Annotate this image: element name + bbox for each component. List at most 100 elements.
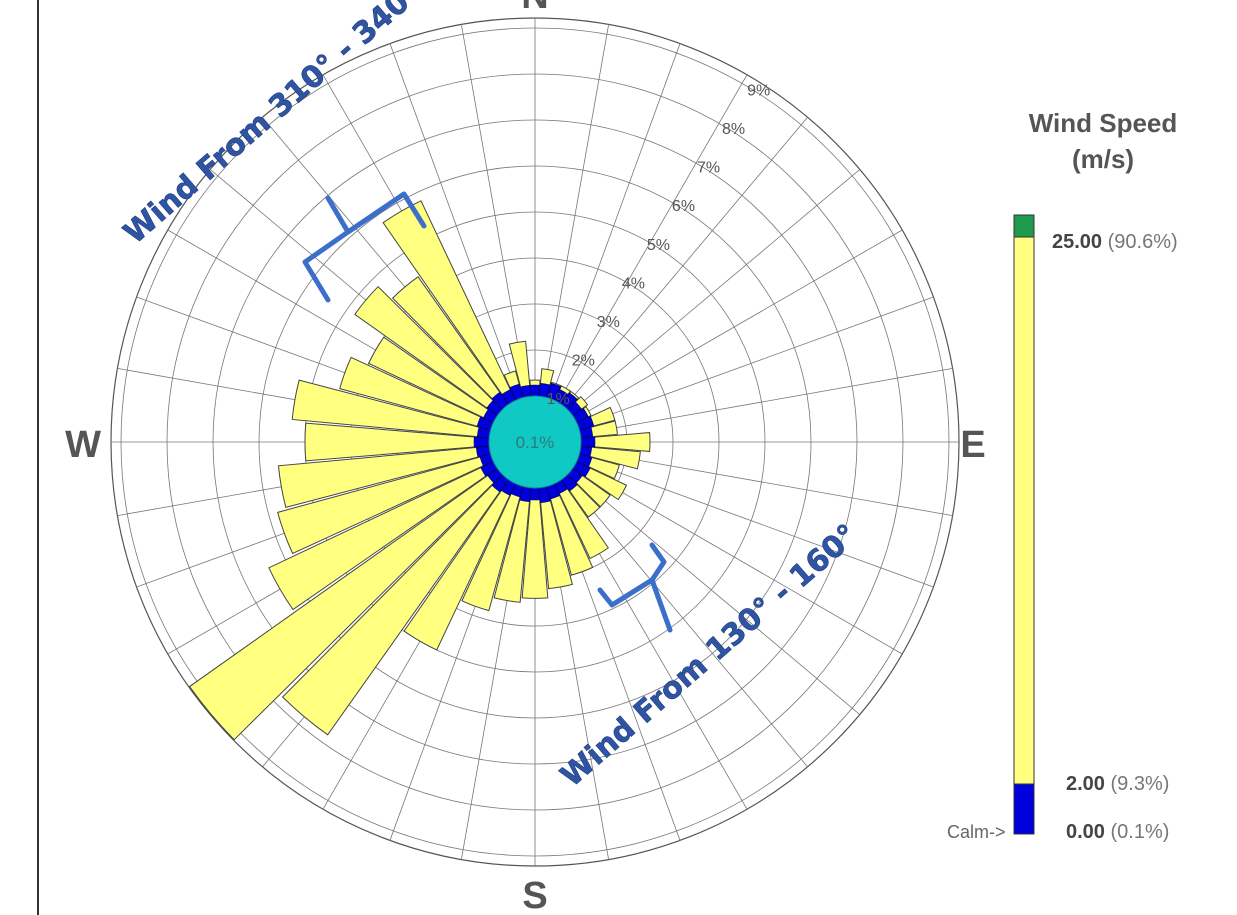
low-band-240 — [480, 461, 498, 477]
legend-value-25: 25.00 — [1052, 231, 1103, 253]
petal-270 — [304, 422, 490, 462]
low-band-310 — [486, 400, 503, 416]
petal-190 — [493, 485, 532, 603]
petal-100 — [578, 445, 641, 470]
petal-260 — [277, 445, 492, 508]
low-band-260 — [475, 445, 491, 458]
grid-spoke-10 — [542, 24, 610, 397]
ring-label-1: 1% — [547, 391, 570, 408]
low-band-190 — [519, 486, 532, 503]
low-band-330 — [501, 389, 516, 405]
compass-south-label: S — [522, 875, 547, 915]
low-band-140 — [561, 474, 578, 492]
calm-percentage-label: 0.1% — [516, 433, 555, 452]
low-band-290 — [476, 416, 494, 431]
low-band-170 — [538, 486, 551, 504]
low-band-90 — [580, 436, 596, 448]
petal-250 — [277, 453, 494, 555]
low-band-80 — [579, 426, 594, 439]
low-band-40 — [561, 392, 578, 410]
low-band-210 — [500, 479, 516, 496]
calm-circle — [488, 395, 582, 489]
ring-label-9: 9% — [747, 82, 770, 99]
low-band-70 — [576, 416, 595, 431]
ring-label-2: 2% — [572, 352, 595, 369]
legend-title-line1: Wind Speed — [1028, 108, 1178, 138]
petal-240 — [268, 461, 498, 611]
low-band-150 — [554, 479, 568, 494]
low-speed-band — [473, 382, 596, 504]
grid-spoke-140 — [564, 476, 808, 768]
legend-entry-2: 2.00 (9.3%) — [1066, 773, 1169, 796]
legend-entry-0: 0.00 (0.1%) — [1066, 821, 1169, 844]
low-band-220 — [491, 474, 509, 493]
legend-value-2: 2.00 — [1066, 773, 1105, 795]
grid-spoke-130 — [569, 471, 861, 715]
bracket-130-160 — [597, 542, 673, 633]
ring-label-6: 6% — [672, 198, 695, 215]
low-band-100 — [579, 445, 593, 457]
petal-220 — [281, 474, 510, 736]
legend-percent-25: (90.6%) — [1107, 231, 1178, 253]
low-band-130 — [567, 468, 583, 484]
petal-210 — [403, 479, 516, 651]
low-band-50 — [567, 401, 582, 416]
legend-percent-0: (0.1%) — [1110, 821, 1170, 843]
annotation-130-160: Wind From 130° - 160° — [554, 518, 864, 794]
petal-170 — [538, 485, 573, 590]
petal-180 — [521, 487, 549, 599]
low-band-60 — [572, 407, 589, 423]
grid-spoke-100 — [580, 449, 953, 517]
low-band-280 — [476, 426, 491, 439]
petal-160 — [546, 483, 594, 576]
low-band-120 — [572, 461, 591, 478]
bracket-310-340 — [302, 191, 427, 303]
low-band-110 — [576, 453, 593, 468]
radial-tick-labels: 1% 2% 3% 4% 5% 6% 7% 8% 9% — [547, 82, 771, 408]
grid-spoke-120 — [574, 464, 903, 655]
low-band-160 — [546, 483, 561, 500]
petal-290 — [339, 356, 494, 431]
petal-330 — [382, 200, 516, 405]
ring-label-8: 8% — [722, 121, 745, 138]
petal-230 — [188, 467, 503, 741]
ring-label-7: 7% — [697, 160, 720, 177]
ring-label-3: 3% — [597, 314, 620, 331]
low-band-320 — [491, 391, 509, 410]
petal-150 — [554, 479, 610, 560]
low-band-270 — [473, 436, 490, 448]
low-band-250 — [479, 453, 494, 467]
grid-spoke-110 — [578, 457, 934, 588]
grid-spoke-20 — [550, 43, 681, 399]
legend-title-line2: (m/s) — [1071, 144, 1135, 174]
petal-300 — [367, 336, 498, 423]
low-band-350 — [520, 384, 532, 398]
grid-spoke-350 — [460, 24, 528, 397]
low-band-10 — [538, 382, 551, 398]
annotation-brackets — [302, 191, 673, 633]
compass-north-label: N — [521, 0, 548, 17]
grid-spoke-60 — [574, 229, 903, 420]
grid-spoke-340 — [389, 43, 520, 399]
ring-label-4: 4% — [622, 275, 645, 292]
petal-280 — [291, 379, 492, 439]
grid-spoke-70 — [578, 296, 934, 427]
low-band-300 — [483, 409, 498, 423]
grid-spoke-50 — [569, 169, 861, 413]
compass-east-label: E — [960, 424, 985, 466]
compass-west-label: W — [65, 424, 101, 466]
legend-swatch-main — [1013, 236, 1035, 785]
petal-350 — [508, 340, 532, 399]
grid-spoke-40 — [564, 116, 808, 408]
grid-spoke-80 — [580, 367, 953, 435]
legend-color-bar — [1013, 214, 1035, 835]
legend-value-0: 0.00 — [1066, 821, 1105, 843]
low-band-20 — [546, 382, 561, 401]
grid-spoke-30 — [557, 74, 748, 403]
petal-320 — [391, 276, 510, 410]
petal-310 — [354, 285, 503, 417]
wind-rose-plot: 0.1% 1% 2% 3% 4% 5% 6% 7% 8% 9% N E S W Wind Fro… — [37, 0, 986, 915]
low-band-30 — [554, 389, 569, 405]
low-band-0 — [530, 384, 540, 397]
